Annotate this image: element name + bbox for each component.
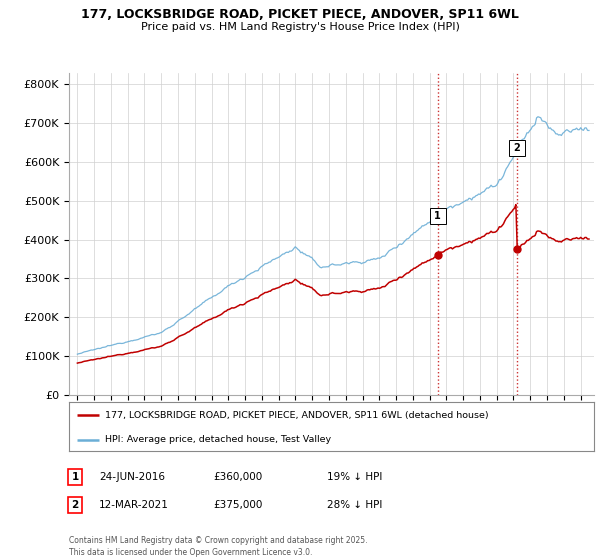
Text: 19% ↓ HPI: 19% ↓ HPI [327, 472, 382, 482]
Text: 28% ↓ HPI: 28% ↓ HPI [327, 500, 382, 510]
Text: 24-JUN-2016: 24-JUN-2016 [99, 472, 165, 482]
Text: £375,000: £375,000 [213, 500, 262, 510]
Text: 12-MAR-2021: 12-MAR-2021 [99, 500, 169, 510]
Text: Contains HM Land Registry data © Crown copyright and database right 2025.
This d: Contains HM Land Registry data © Crown c… [69, 536, 367, 557]
Text: 2: 2 [514, 143, 520, 153]
Text: HPI: Average price, detached house, Test Valley: HPI: Average price, detached house, Test… [105, 436, 331, 445]
Text: Price paid vs. HM Land Registry's House Price Index (HPI): Price paid vs. HM Land Registry's House … [140, 22, 460, 32]
Text: 1: 1 [434, 211, 441, 221]
Text: £360,000: £360,000 [213, 472, 262, 482]
Text: 1: 1 [71, 472, 79, 482]
Text: 177, LOCKSBRIDGE ROAD, PICKET PIECE, ANDOVER, SP11 6WL: 177, LOCKSBRIDGE ROAD, PICKET PIECE, AND… [81, 8, 519, 21]
Text: 177, LOCKSBRIDGE ROAD, PICKET PIECE, ANDOVER, SP11 6WL (detached house): 177, LOCKSBRIDGE ROAD, PICKET PIECE, AND… [105, 411, 488, 420]
Text: 2: 2 [71, 500, 79, 510]
